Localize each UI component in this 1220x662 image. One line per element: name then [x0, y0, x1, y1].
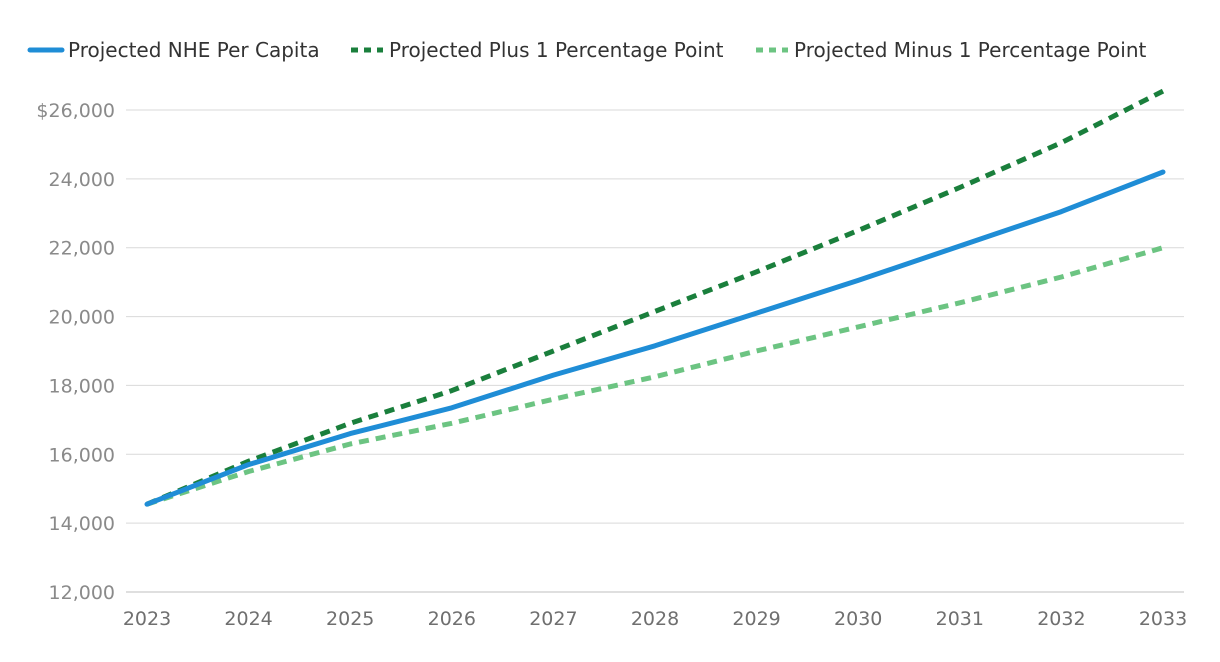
- x-tick-label: 2030: [834, 608, 882, 630]
- series-line-2: [146, 88, 1165, 507]
- y-tick-label: 12,000: [49, 582, 115, 604]
- x-tick-label: 2024: [224, 608, 272, 630]
- y-tick-label: 20,000: [49, 307, 115, 329]
- x-tick-label: 2033: [1139, 608, 1187, 630]
- y-tick-label: 24,000: [49, 169, 115, 191]
- x-tick-label: 2027: [529, 608, 577, 630]
- y-tick-label: 14,000: [49, 513, 115, 535]
- y-tick-label: 16,000: [49, 444, 115, 466]
- y-tick-label: $26,000: [36, 100, 115, 122]
- y-axis-ticks: 12,000 14,000 16,000 18,000 20,000 22,000 24,0…: [36, 100, 115, 604]
- legend-label-1: Projected NHE Per Capita: [68, 38, 320, 62]
- x-tick-label: 2023: [123, 608, 171, 630]
- y-tick-label: 18,000: [49, 375, 115, 397]
- series-line-3: [146, 245, 1164, 507]
- x-tick-label: 2028: [631, 608, 679, 630]
- x-tick-label: 2029: [732, 608, 780, 630]
- grid-lines: [126, 109, 1184, 593]
- series-line-1: [144, 169, 1166, 507]
- series-lines: [144, 88, 1166, 507]
- legend-label-3: Projected Minus 1 Percentage Point: [794, 38, 1146, 62]
- x-axis-ticks: 2023 2024 2025 2026 2027 2028 2029 2030 2031 2032…: [123, 608, 1187, 630]
- x-tick-label: 2032: [1037, 608, 1085, 630]
- legend-label-2: Projected Plus 1 Percentage Point: [389, 38, 724, 62]
- y-tick-label: 22,000: [49, 238, 115, 260]
- x-tick-label: 2026: [428, 608, 476, 630]
- x-tick-label: 2031: [936, 608, 984, 630]
- x-tick-label: 2025: [326, 608, 374, 630]
- legend: Projected NHE Per Capita Projected Plus 1…: [27, 38, 1146, 62]
